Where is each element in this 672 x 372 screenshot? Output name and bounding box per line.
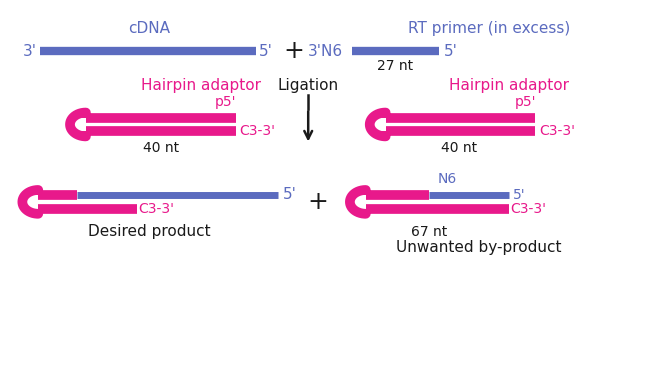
Text: Unwanted by-product: Unwanted by-product: [396, 240, 562, 255]
Text: 5': 5': [282, 187, 296, 202]
Text: C3-3': C3-3': [138, 202, 175, 216]
Text: 5': 5': [444, 44, 458, 58]
Text: 40 nt: 40 nt: [143, 141, 179, 155]
Text: cDNA: cDNA: [128, 21, 171, 36]
Text: C3-3': C3-3': [240, 124, 276, 138]
Text: Desired product: Desired product: [88, 224, 211, 239]
Text: 67 nt: 67 nt: [411, 225, 448, 239]
Text: RT primer (in excess): RT primer (in excess): [408, 21, 570, 36]
Text: 3'N6: 3'N6: [308, 44, 343, 58]
Text: 5': 5': [513, 188, 526, 202]
Text: p5': p5': [215, 94, 237, 109]
Text: 27 nt: 27 nt: [378, 59, 413, 73]
Text: Hairpin adaptor: Hairpin adaptor: [449, 78, 569, 93]
Text: +: +: [308, 190, 329, 214]
Text: p5': p5': [515, 94, 536, 109]
Text: N6: N6: [437, 172, 457, 186]
Text: C3-3': C3-3': [511, 202, 547, 216]
Text: 3': 3': [24, 44, 38, 58]
Text: 40 nt: 40 nt: [441, 141, 477, 155]
Text: 5': 5': [259, 44, 272, 58]
Text: Hairpin adaptor: Hairpin adaptor: [141, 78, 261, 93]
Text: +: +: [283, 39, 304, 63]
Text: Ligation: Ligation: [278, 78, 339, 93]
Text: C3-3': C3-3': [540, 124, 575, 138]
